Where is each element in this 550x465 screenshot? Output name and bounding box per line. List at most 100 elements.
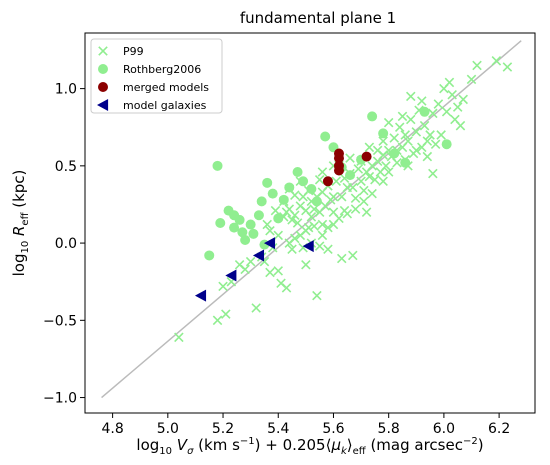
- point-p99: [367, 188, 377, 199]
- y-axis: −1.0 −0.5 0.0 0.5 1.0: [43, 82, 85, 407]
- point-p99-stroke-b: [452, 102, 463, 112]
- point-p99-stroke-b: [411, 127, 422, 137]
- x-axis-label: log10 Vσ (km s−1) + 0.205⟨μk⟩eff (mag ar…: [136, 436, 483, 457]
- legend-marker-stroke-b: [98, 46, 108, 56]
- point-p99: [428, 108, 438, 119]
- point-rothberg2006: [273, 213, 284, 224]
- point-p99: [221, 309, 231, 319]
- point-p99-stroke-b: [364, 171, 375, 182]
- point-rothberg2006: [204, 250, 215, 261]
- point-rothberg2006: [306, 184, 317, 195]
- point-p99: [273, 230, 284, 241]
- point-p99-stroke-b: [447, 90, 457, 100]
- point-p99: [364, 171, 375, 182]
- point-p99-stroke-b: [270, 205, 281, 216]
- point-p99-stroke-b: [314, 174, 325, 185]
- point-p99-stroke-b: [284, 204, 295, 214]
- y-tick-label: −1.0: [43, 391, 77, 407]
- point-p99-stroke-b: [422, 151, 433, 162]
- point-p99-stroke-b: [425, 130, 435, 140]
- point-p99-stroke-b: [317, 230, 328, 241]
- point-p99: [303, 222, 314, 233]
- point-rothberg2006: [212, 160, 223, 171]
- point-p99: [425, 130, 435, 140]
- point-p99-stroke-b: [309, 221, 319, 231]
- point-rothberg2006: [320, 131, 331, 142]
- legend: P99 Rothberg2006 merged models model galaxi…: [90, 38, 223, 114]
- point-p99: [234, 259, 245, 270]
- point-p99: [317, 219, 328, 230]
- legend-label: P99: [123, 45, 144, 58]
- legend-item-rothberg2006: Rothberg2006: [98, 63, 201, 76]
- point-p99: [472, 60, 482, 71]
- y-tick-label: 0.0: [55, 236, 77, 252]
- point-p99-stroke-b: [317, 219, 328, 230]
- point-p99: [353, 164, 364, 174]
- point-p99: [292, 218, 303, 228]
- point-rothberg2006: [345, 170, 356, 181]
- point-p99-stroke-b: [342, 208, 353, 219]
- point-p99-stroke-b: [389, 133, 399, 143]
- x-tick-label: 5.0: [157, 421, 179, 437]
- chart-title: fundamental plane 1: [240, 9, 396, 27]
- point-p99: [359, 185, 369, 196]
- point-p99: [455, 120, 466, 131]
- point-p99-stroke-b: [392, 157, 402, 168]
- point-p99-stroke-b: [276, 278, 286, 289]
- point-p99-stroke-b: [290, 233, 300, 244]
- point-p99: [370, 174, 380, 185]
- point-p99: [378, 176, 388, 187]
- point-p99-stroke-b: [491, 56, 502, 66]
- point-p99: [348, 250, 358, 261]
- point-p99-stroke-b: [433, 99, 444, 109]
- point-p99: [309, 221, 319, 231]
- point-p99: [394, 122, 405, 132]
- point-rothberg2006: [256, 196, 267, 207]
- point-p99-stroke-b: [414, 105, 424, 116]
- point-p99: [378, 136, 388, 146]
- point-p99-stroke-b: [328, 219, 339, 230]
- point-rothberg2006: [240, 234, 251, 245]
- point-p99: [265, 267, 275, 278]
- point-p99: [383, 167, 394, 177]
- legend-marker: [98, 46, 108, 56]
- plot-area: [84, 32, 536, 414]
- point-model-galaxies: [225, 269, 237, 282]
- point-p99: [323, 222, 333, 233]
- point-p99-stroke-b: [301, 205, 311, 216]
- point-p99: [350, 193, 361, 204]
- point-p99-stroke-b: [472, 60, 482, 71]
- x-tick-label: 6.2: [488, 421, 510, 437]
- point-p99-stroke-b: [174, 332, 184, 343]
- point-p99: [441, 107, 452, 117]
- point-model-galaxies: [194, 289, 207, 302]
- point-p99: [397, 111, 408, 122]
- point-p99-stroke-b: [367, 188, 377, 199]
- point-p99-stroke-b: [383, 117, 394, 128]
- point-p99-stroke-b: [353, 164, 364, 174]
- point-p99: [411, 127, 422, 137]
- point-p99-stroke-b: [218, 281, 228, 292]
- legend-item-model-galaxies: model galaxies: [97, 99, 207, 112]
- point-merged-models: [322, 176, 333, 187]
- legend-marker: [98, 64, 108, 74]
- point-p99-stroke-b: [383, 167, 394, 177]
- legend-marker: [98, 82, 108, 92]
- point-p99-stroke-b: [394, 122, 405, 132]
- point-p99: [174, 332, 184, 343]
- point-p99: [323, 244, 333, 255]
- point-p99-stroke-b: [411, 145, 422, 156]
- point-p99-stroke-b: [290, 210, 300, 221]
- point-p99-stroke-b: [430, 139, 441, 149]
- point-p99-stroke-b: [361, 207, 372, 217]
- point-p99-stroke-b: [301, 259, 311, 270]
- point-p99: [287, 215, 297, 225]
- point-p99: [218, 281, 228, 292]
- point-p99: [348, 182, 358, 193]
- point-p99-stroke-b: [306, 212, 317, 222]
- point-p99-stroke-b: [348, 250, 358, 261]
- point-rothberg2006: [389, 148, 400, 159]
- point-p99: [317, 167, 328, 177]
- point-p99-stroke-b: [287, 244, 297, 255]
